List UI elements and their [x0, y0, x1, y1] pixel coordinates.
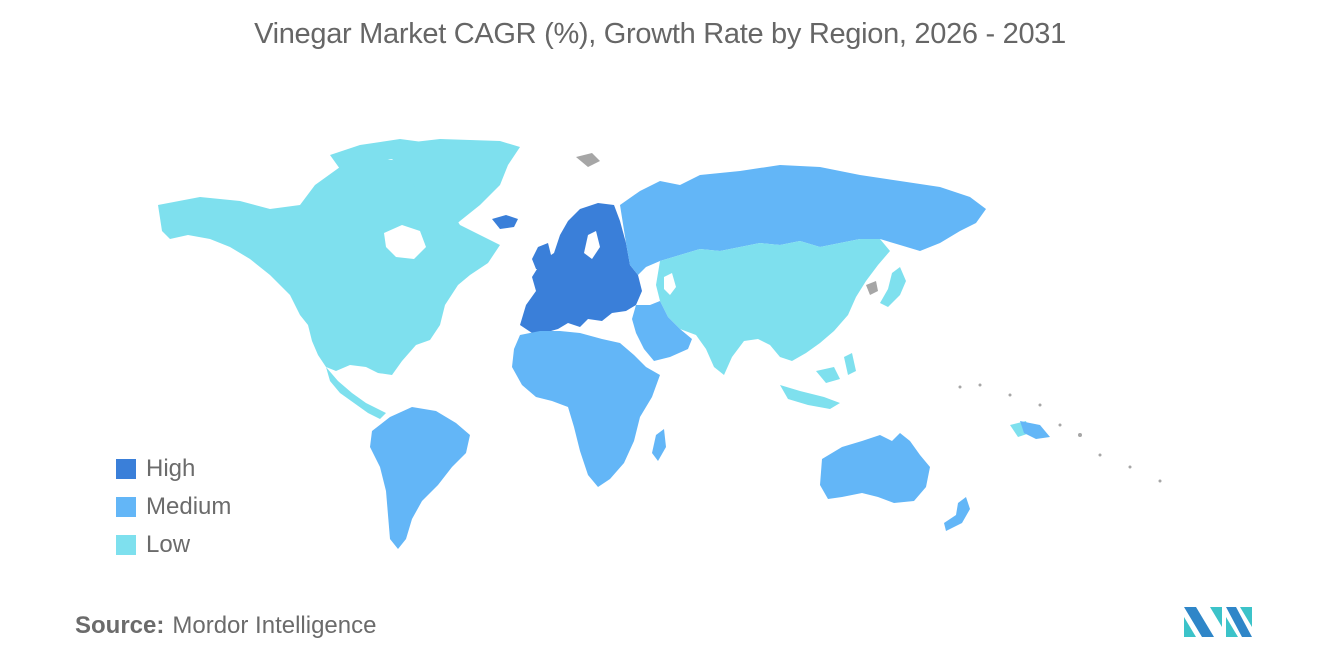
region-iceland [492, 215, 518, 229]
legend-swatch-medium [116, 497, 136, 517]
legend-item-high: High [116, 450, 231, 488]
source-note: Source: Mordor Intelligence [75, 612, 376, 640]
region-north-america [158, 157, 500, 375]
region-central-america [326, 367, 386, 419]
legend-swatch-low [116, 535, 136, 555]
region-russia [620, 165, 986, 275]
source-value: Mordor Intelligence [172, 612, 377, 639]
region-europe [520, 203, 642, 333]
world-map [158, 139, 1162, 549]
region-south-america [370, 407, 470, 549]
legend-item-medium: Medium [116, 488, 231, 526]
legend-label: Medium [146, 493, 232, 520]
pacific-islands [958, 383, 1162, 483]
legend: High Medium Low [116, 450, 231, 564]
region-australia [820, 433, 930, 503]
region-southeast-asia [780, 353, 856, 409]
region-asia [656, 239, 890, 375]
legend-swatch-high [116, 459, 136, 479]
region-new-zealand [944, 497, 970, 531]
region-japan [880, 267, 906, 307]
region-middle-east [632, 301, 692, 361]
legend-label: Low [146, 531, 191, 558]
source-label: Source: [75, 612, 165, 639]
mordor-logo-icon [1184, 607, 1252, 637]
region-africa [512, 331, 660, 487]
legend-label: High [146, 455, 196, 482]
region-north-korea [866, 281, 878, 295]
legend-item-low: Low [116, 526, 231, 564]
region-greenland [388, 139, 520, 239]
chart-title: Vinegar Market CAGR (%), Growth Rate by … [254, 18, 1066, 50]
